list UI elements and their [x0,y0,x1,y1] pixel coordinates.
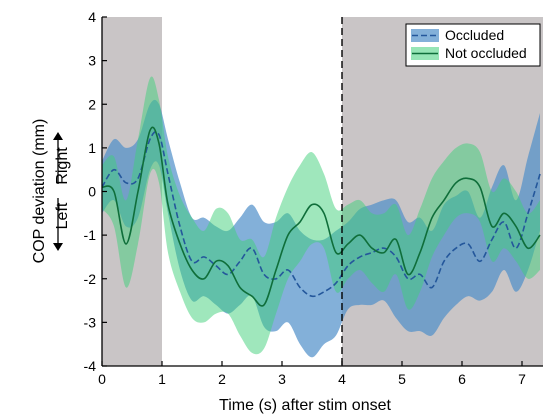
y-tick-label-0: -4 [84,358,97,374]
y-tick-label-1: -3 [84,314,97,330]
y-tick-label-8: 4 [88,9,96,25]
y-tick-label-4: 0 [88,184,96,200]
left-arrow-icon [53,198,63,251]
series-line-1 [102,126,541,307]
x-axis-label: Time (s) after stim onset [219,397,391,414]
y-direction-label-left: Left [54,202,71,229]
right-arrow-icon [53,132,63,184]
x-tick-label-0: 0 [98,371,106,387]
y-tick-label-5: 1 [88,140,96,156]
legend-label-not-occluded: Not occluded [445,45,527,61]
axes-layer: -4 -3 -2 -1 0 1 2 3 4 0 1 2 3 4 5 6 7 [84,9,543,387]
x-tick-label-1: 1 [158,371,166,387]
x-tick-label-3: 3 [278,371,286,387]
x-tick-label-7: 7 [518,371,526,387]
y-tick-label-6: 2 [88,96,96,112]
x-tick-label-5: 5 [398,371,406,387]
x-tick-label-4: 4 [338,371,346,387]
y-tick-label-3: -1 [84,227,97,243]
legend: Occluded Not occluded [405,23,541,67]
series-layer [102,76,541,358]
y-axis-label: COP deviation (mm) [31,119,48,264]
y-direction-label-right: Right [54,147,71,185]
legend-label-occluded: Occluded [445,27,504,43]
y-tick-label-7: 3 [88,53,96,69]
y-tick-label-2: -2 [84,271,97,287]
x-tick-label-2: 2 [218,371,226,387]
x-tick-label-6: 6 [458,371,466,387]
confidence-band-1 [102,76,540,355]
series-line-0 [102,130,541,298]
